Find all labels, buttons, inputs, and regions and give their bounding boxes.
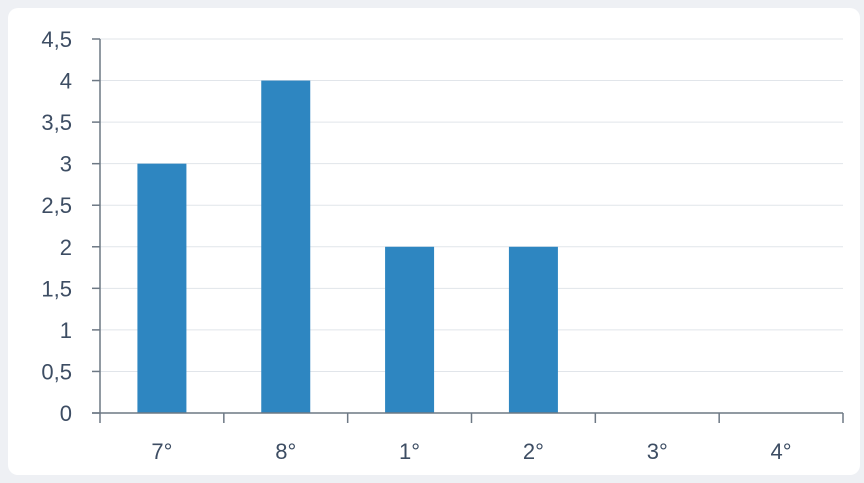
y-tick-label: 3: [60, 152, 72, 177]
y-tick-label: 4,5: [41, 27, 72, 52]
x-tick-label: 2°: [523, 439, 544, 464]
bar: [385, 246, 435, 413]
tick-labels: 0 0,5 1 1,5 2 2,5 3 3,5 4 4,5 7° 8° 1° 2° 3° 4°: [41, 27, 791, 464]
axes: [92, 38, 844, 423]
gridlines: [100, 38, 843, 372]
y-tick-label: 3,5: [41, 110, 72, 135]
y-tick-label: 0: [60, 401, 72, 426]
x-tick-label: 3°: [647, 439, 668, 464]
x-tick-label: 8°: [275, 439, 296, 464]
x-tick-label: 1°: [399, 439, 420, 464]
y-tick-label: 1: [60, 318, 72, 343]
bar: [137, 163, 187, 413]
y-tick-label: 2,5: [41, 193, 72, 218]
y-tick-label: 4: [60, 69, 72, 94]
bars: [137, 80, 558, 414]
bar: [261, 80, 311, 414]
bar: [508, 246, 558, 413]
y-tick-label: 0,5: [41, 359, 72, 384]
y-tick-label: 2: [60, 235, 72, 260]
x-tick-label: 4°: [771, 439, 792, 464]
x-tick-label: 7°: [151, 439, 172, 464]
y-tick-label: 1,5: [41, 276, 72, 301]
